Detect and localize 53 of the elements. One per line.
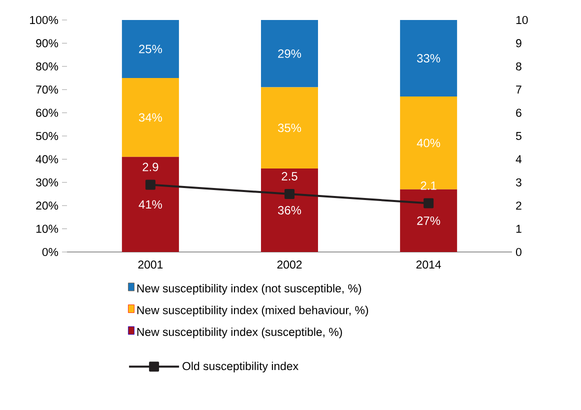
y2-tick-label: 3 bbox=[516, 178, 522, 186]
y2-tick-label: 9 bbox=[516, 39, 522, 48]
bar bbox=[260, 87, 318, 168]
data-label: 27% bbox=[417, 216, 440, 225]
data-label: 34% bbox=[138, 113, 162, 122]
legend-label: New susceptibility index (susceptible, %) bbox=[137, 328, 342, 338]
bar bbox=[400, 20, 458, 97]
x-tick-label: 2001 bbox=[138, 260, 163, 269]
data-label: 2.9 bbox=[142, 162, 158, 172]
y-tick-label: 70% bbox=[36, 86, 58, 94]
point bbox=[145, 180, 156, 190]
y-tick-label: 10% bbox=[36, 224, 58, 233]
x-tick-label: 2002 bbox=[277, 260, 302, 269]
y-tick-label: 100% bbox=[30, 16, 58, 24]
bar bbox=[400, 96, 458, 190]
y2-tick-label: 7 bbox=[516, 86, 522, 94]
data-label: 40% bbox=[416, 138, 440, 148]
bar bbox=[122, 156, 179, 252]
x-tick-label: 2014 bbox=[416, 260, 441, 269]
y-tick-label: 40% bbox=[36, 155, 58, 164]
bar bbox=[400, 189, 458, 252]
y2-tick-label: 0 bbox=[516, 248, 522, 256]
data-label: 2.1 bbox=[420, 181, 436, 190]
y-tick-label: 60% bbox=[36, 108, 58, 117]
y2-tick-label: 5 bbox=[516, 132, 522, 140]
data-label: 25% bbox=[139, 44, 162, 54]
y-tick-label: 50% bbox=[36, 132, 58, 140]
legend-label: Old susceptibility index bbox=[182, 362, 298, 372]
y-tick-label: 20% bbox=[36, 202, 58, 210]
legend-label: New susceptibility index (mixed behaviour, %) bbox=[137, 306, 368, 316]
data-label: 2.5 bbox=[282, 172, 298, 180]
point bbox=[424, 198, 434, 208]
data-label: 29% bbox=[278, 49, 302, 58]
bar bbox=[122, 78, 179, 157]
y2-tick-label: 8 bbox=[516, 62, 522, 70]
y2-tick-label: 1 bbox=[516, 224, 522, 233]
legend-label: New susceptibility index (not susceptible, %) bbox=[137, 284, 362, 295]
bar bbox=[260, 20, 318, 88]
y-tick-label: 90% bbox=[36, 39, 58, 48]
data-label: 36% bbox=[278, 206, 302, 214]
bar bbox=[122, 20, 179, 78]
y2-tick-label: 4 bbox=[516, 155, 522, 164]
y-tick-label: 80% bbox=[36, 62, 58, 70]
y2-tick-label: 2 bbox=[516, 202, 522, 210]
data-label: 41% bbox=[138, 200, 162, 209]
y2-tick-label: 10 bbox=[516, 16, 528, 24]
bar bbox=[260, 168, 318, 252]
point bbox=[284, 189, 295, 199]
y-tick-label: 0% bbox=[42, 248, 58, 256]
data-label: 35% bbox=[278, 124, 302, 132]
data-label: 33% bbox=[417, 54, 440, 62]
y-tick-label: 30% bbox=[36, 178, 58, 186]
y2-tick-label: 6 bbox=[516, 108, 522, 117]
